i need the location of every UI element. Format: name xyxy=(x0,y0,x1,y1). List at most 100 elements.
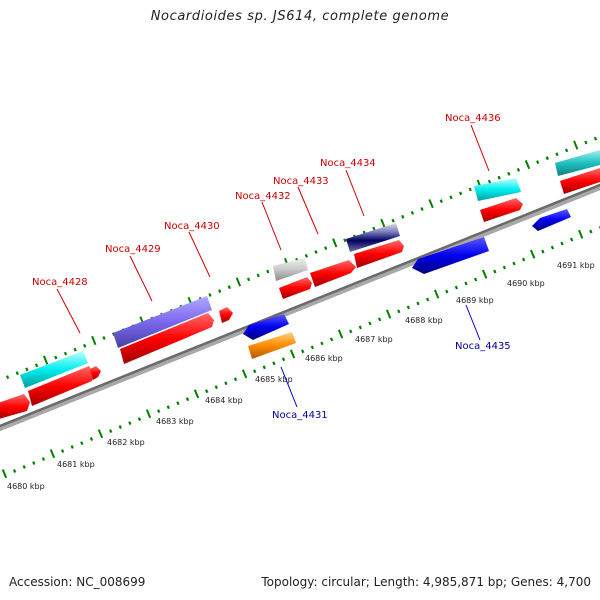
gene-feature-purple[interactable] xyxy=(113,296,212,348)
gene-feature-red[interactable] xyxy=(0,394,30,420)
minor-tick xyxy=(281,357,286,362)
gene-feature-red[interactable] xyxy=(120,313,214,364)
major-tick xyxy=(337,329,344,339)
minor-tick xyxy=(224,381,228,386)
gene-feature-red[interactable] xyxy=(310,260,356,287)
leader-line xyxy=(345,169,365,217)
outer-tick-ring xyxy=(0,136,598,384)
gene-feature-red[interactable] xyxy=(354,240,404,268)
minor-tick xyxy=(34,363,39,368)
gene-label[interactable]: Noca_4433 xyxy=(273,176,329,187)
minor-tick xyxy=(256,273,260,278)
gene-feature-red[interactable] xyxy=(480,198,523,222)
gene-labels: Noca_4428 Noca_4429 Noca_4430 Noca_4432 … xyxy=(32,113,511,421)
inner-tick-ring xyxy=(1,226,600,479)
minor-tick xyxy=(416,301,420,306)
major-tick xyxy=(578,229,584,239)
minor-tick xyxy=(406,305,411,310)
minor-tick xyxy=(262,365,266,370)
major-tick xyxy=(49,449,56,459)
kbp-label: 4687 kbp xyxy=(355,335,393,344)
kbp-label: 4682 kbp xyxy=(107,438,145,447)
gene-label[interactable]: Noca_4430 xyxy=(164,221,220,232)
major-tick xyxy=(42,355,49,365)
gene-feature-blue[interactable] xyxy=(243,314,289,340)
minor-tick xyxy=(550,245,555,250)
minor-tick xyxy=(137,417,142,422)
minor-tick xyxy=(89,437,94,442)
gene-label[interactable]: Noca_4435 xyxy=(455,341,511,352)
minor-tick xyxy=(516,167,521,172)
minor-tick xyxy=(15,371,19,376)
leader-line xyxy=(261,201,282,251)
gene-label[interactable]: Noca_4434 xyxy=(320,158,376,169)
gene-label[interactable]: Noca_4431 xyxy=(272,410,328,421)
minor-tick xyxy=(468,187,472,192)
leader-line xyxy=(280,366,298,408)
gene-feature-teal[interactable] xyxy=(555,150,600,176)
kbp-label: 4684 kbp xyxy=(205,396,243,405)
minor-tick xyxy=(118,425,122,430)
minor-tick xyxy=(5,375,10,380)
leader-line xyxy=(56,288,81,334)
minor-tick xyxy=(320,341,324,346)
minor-tick xyxy=(569,237,574,242)
minor-tick xyxy=(368,321,372,326)
gene-feature-blue[interactable] xyxy=(532,209,571,231)
minor-tick xyxy=(445,289,449,294)
minor-tick xyxy=(266,269,270,274)
major-tick xyxy=(573,140,579,150)
gene-label[interactable]: Noca_4432 xyxy=(235,191,291,202)
minor-tick xyxy=(253,369,257,374)
gene-feature-orange[interactable] xyxy=(248,332,296,359)
gene-label[interactable]: Noca_4428 xyxy=(32,277,88,288)
major-tick xyxy=(428,199,434,209)
minor-tick xyxy=(227,285,231,290)
major-tick xyxy=(529,249,536,259)
minor-tick xyxy=(560,241,564,246)
major-tick xyxy=(235,277,242,287)
major-tick xyxy=(332,238,338,248)
minor-tick xyxy=(60,449,65,453)
kbp-label: 4690 kbp xyxy=(507,279,545,288)
gene-feature-red[interactable] xyxy=(219,307,233,323)
gene-feature-cyan[interactable] xyxy=(20,351,88,388)
major-tick xyxy=(97,429,104,439)
minor-tick xyxy=(358,325,363,330)
minor-tick xyxy=(564,148,569,153)
minor-tick xyxy=(343,238,347,243)
major-tick xyxy=(524,160,531,170)
minor-tick xyxy=(449,195,453,200)
minor-tick xyxy=(301,349,305,354)
gene-feature-red[interactable] xyxy=(279,277,312,299)
gene-features xyxy=(0,150,600,420)
accession-text: Accession: NC_008699 xyxy=(9,575,146,589)
minor-tick xyxy=(246,277,251,282)
minor-tick xyxy=(545,156,549,161)
minor-tick xyxy=(589,229,593,234)
major-tick xyxy=(241,369,248,379)
gene-feature-red[interactable] xyxy=(28,366,94,406)
major-tick xyxy=(91,335,97,346)
gene-feature-red[interactable] xyxy=(90,366,101,380)
gene-feature-cyan[interactable] xyxy=(474,178,521,201)
gene-label[interactable]: Noca_4429 xyxy=(105,244,161,255)
leader-line xyxy=(465,304,481,341)
minor-tick xyxy=(208,293,212,297)
gene-label[interactable]: Noca_4436 xyxy=(445,113,501,124)
minor-tick xyxy=(401,214,405,219)
gene-feature-navy[interactable] xyxy=(346,223,400,252)
major-tick xyxy=(145,409,152,419)
minor-tick xyxy=(497,175,501,180)
minor-tick xyxy=(233,377,238,382)
minor-tick xyxy=(473,277,478,282)
minor-tick xyxy=(54,355,58,360)
gene-feature-red[interactable] xyxy=(560,168,600,194)
kbp-label: 4685 kbp xyxy=(255,375,293,384)
minor-tick xyxy=(521,257,526,262)
minor-tick xyxy=(349,329,353,334)
gene-feature-gray[interactable] xyxy=(273,258,308,281)
gene-feature-blue[interactable] xyxy=(412,237,489,274)
minor-tick xyxy=(464,281,468,286)
minor-tick xyxy=(12,469,17,473)
